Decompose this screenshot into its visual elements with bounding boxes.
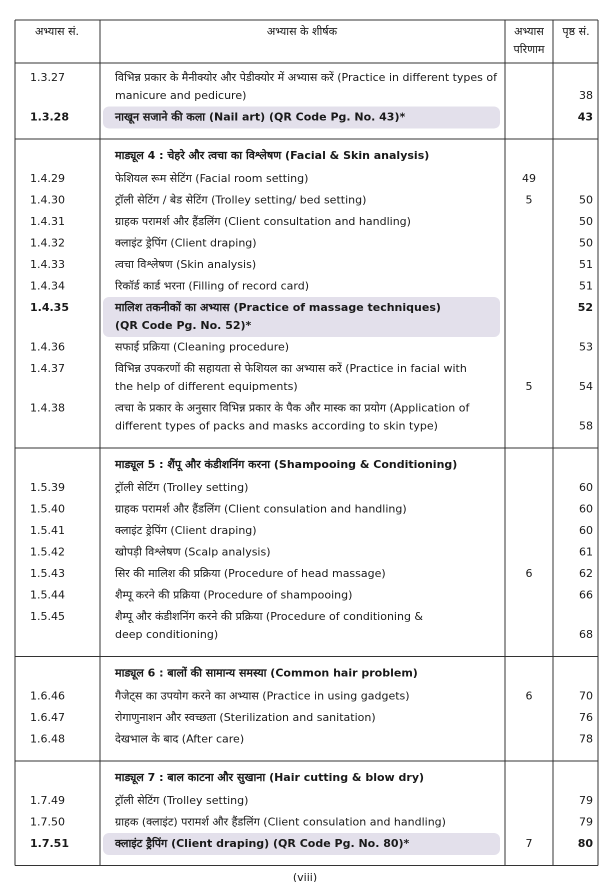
item-page: 50 [579,215,593,228]
item-title: शैम्पू और कंडीशनिंग करने की प्रक्रिया (P… [115,610,423,624]
item-page: 78 [579,733,593,746]
highlight [103,833,500,855]
item-title: खोपड़ी विश्लेषण (Scalp analysis) [115,546,271,559]
item-page: 80 [578,837,594,850]
highlight [103,297,500,337]
item-number: 1.7.49 [30,794,65,807]
item-outcome: 6 [526,690,533,703]
item-page: 51 [579,280,593,293]
item-number: 1.5.43 [30,567,65,580]
item-page: 76 [579,711,593,724]
item-number: 1.5.39 [30,481,65,494]
item-page: 60 [579,481,593,494]
item-page: 62 [579,567,593,580]
item-outcome: 7 [526,837,533,850]
item-number: 1.4.31 [30,215,65,228]
section-title: माड्यूल 6 : बालों की सामान्य समस्या (Com… [114,666,418,681]
item-page: 52 [578,301,593,314]
item-title: ट्रॉली सेटिंग / बेड सेटिंग (Trolley sett… [115,194,366,207]
item-number: 1.4.29 [30,172,65,185]
item-title: क्लाइंट ड्रेपिंग (Client draping) [115,524,257,537]
section-title: माड्यूल 4 : चेहरे और त्वचा का विश्लेषण (… [114,148,429,163]
header-page: पृष्ठ सं. [562,25,589,38]
item-title: मालिश तकनीकों का अभ्यास (Practice of mas… [114,300,441,314]
item-page: 79 [579,794,593,807]
item-title: the help of different equipments) [115,380,298,393]
item-number: 1.4.34 [30,280,65,293]
header-outcome: अभ्यास [514,25,544,38]
item-page: 61 [579,546,593,559]
header-number: अभ्यास सं. [35,25,79,38]
item-outcome: 5 [526,380,533,393]
item-outcome: 5 [526,194,533,207]
item-page: 70 [579,690,593,703]
item-page: 38 [579,89,593,102]
item-page: 43 [578,111,593,124]
item-number: 1.5.45 [30,610,65,623]
highlight [103,106,500,129]
footer: (viii) [293,871,317,882]
item-page: 58 [579,420,593,433]
item-title: रोगाणुनाशन और स्वच्छता (Sterilization an… [115,711,376,724]
item-page: 50 [579,237,593,250]
header-outcome: परिणाम [514,43,545,56]
item-number: 1.4.38 [30,402,65,415]
item-title: ट्रॉली सेटिंग (Trolley setting) [115,481,248,494]
section-title: माड्यूल 7 : बाल काटना और सुखाना (Hair cu… [114,770,424,785]
item-page: 60 [579,503,593,516]
item-page: 51 [579,258,593,271]
item-outcome: 49 [522,172,536,185]
item-number: 1.7.51 [30,837,69,850]
item-title: ट्रॉली सेटिंग (Trolley setting) [115,794,248,807]
item-title: रिकॉर्ड कार्ड भरना (Filling of record ca… [115,280,309,293]
item-title: manicure and pedicure) [115,89,246,102]
item-title: विभिन्न प्रकार के मैनीक्योर और पेडीक्योर… [115,71,498,84]
item-page: 60 [579,524,593,537]
item-number: 1.4.32 [30,237,65,250]
item-number: 1.7.50 [30,816,65,829]
item-number: 1.3.28 [30,111,69,124]
item-number: 1.6.47 [30,711,65,724]
item-title: क्लाइंट ड्रैपिंग (Client draping) (QR Co… [114,836,410,850]
item-page: 54 [579,380,593,393]
item-title: (QR Code Pg. No. 52)* [115,319,252,332]
item-page: 53 [579,341,593,354]
item-number: 1.4.36 [30,341,65,354]
item-title: different types of packs and masks accor… [115,420,438,433]
item-number: 1.5.40 [30,503,65,516]
item-number: 1.6.46 [30,690,65,703]
item-title: क्लाइंट ड्रेपिंग (Client draping) [115,237,257,250]
item-number: 1.5.44 [30,589,65,602]
item-title: ग्राहक (क्लाइंट) परामर्श और हैंडलिंग (Cl… [115,816,446,829]
item-title: सफाई प्रक्रिया (Cleaning procedure) [115,341,289,354]
item-number: 1.4.35 [30,301,69,314]
item-title: गैजेट्स का उपयोग करने का अभ्यास (Practic… [115,690,410,703]
item-page: 68 [579,628,593,641]
header-title: अभ्यास के शीर्षक [267,25,338,38]
item-number: 1.5.42 [30,546,65,559]
item-number: 1.3.27 [30,71,65,84]
item-title: फेशियल रूम सेटिंग (Facial room setting) [115,172,308,185]
item-title: त्वचा विश्लेषण (Skin analysis) [115,258,256,271]
item-title: ग्राहक परामर्श और हैंडलिंग (Client consu… [115,215,411,228]
item-title: सिर की मालिश की प्रक्रिया (Procedure of … [115,567,386,580]
item-number: 1.4.33 [30,258,65,271]
item-title: विभिन्न उपकरणों की सहायता से फेशियल का अ… [115,362,467,375]
item-outcome: 6 [526,567,533,580]
item-number: 1.4.30 [30,194,65,207]
item-number: 1.4.37 [30,362,65,375]
item-title: त्वचा के प्रकार के अनुसार विभिन्न प्रकार… [115,402,470,415]
item-page: 79 [579,816,593,829]
item-number: 1.5.41 [30,524,65,537]
item-title: नाखून सजाने की कला (Nail art) (QR Code P… [114,110,405,125]
section-title: माड्यूल 5 : शैंपू और कंडीशनिंग करना (Sha… [114,457,457,472]
item-title: देखभाल के बाद (After care) [115,733,244,746]
item-number: 1.6.48 [30,733,65,746]
item-title: ग्राहक परामर्श और हैंडलिंग (Client consu… [115,503,407,516]
item-title: शैम्पू करने की प्रक्रिया (Procedure of s… [115,589,352,603]
item-page: 50 [579,194,593,207]
item-page: 66 [579,589,593,602]
item-title: deep conditioning) [115,628,218,641]
